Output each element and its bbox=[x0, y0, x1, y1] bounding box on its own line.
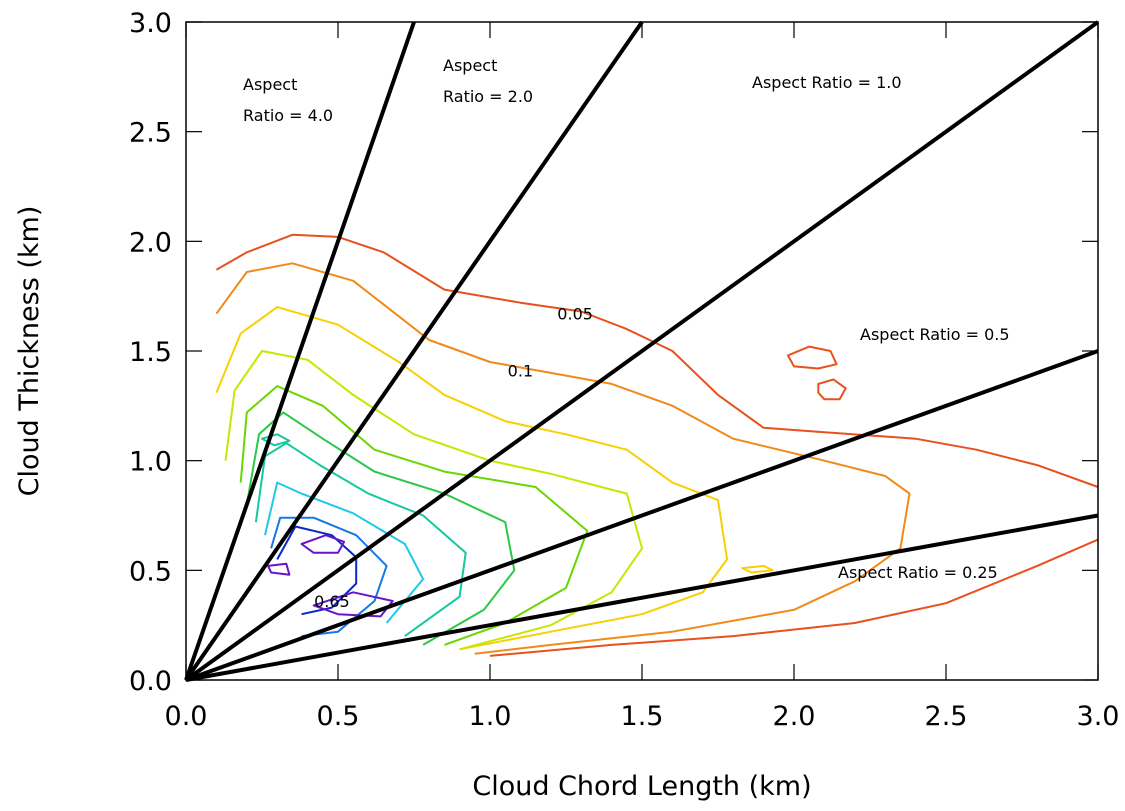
x-tick-label: 3.0 bbox=[1077, 701, 1120, 732]
x-tick-label: 2.5 bbox=[925, 701, 968, 732]
x-axis-title: Cloud Chord Length (km) bbox=[472, 771, 811, 802]
y-tick-label: 0.5 bbox=[129, 556, 172, 587]
y-tick-label: 0.0 bbox=[129, 666, 172, 697]
x-tick-label: 2.0 bbox=[773, 701, 816, 732]
aspect-ratio-label-0-0: Aspect bbox=[243, 75, 297, 94]
aspect-ratio-line-0 bbox=[184, 21, 416, 681]
aspect-ratio-line-4 bbox=[185, 513, 1099, 682]
contour-line-7 bbox=[239, 385, 589, 646]
contour-line-5 bbox=[215, 306, 729, 651]
contour-label: 0.05 bbox=[557, 305, 593, 324]
aspect-ratio-line-1 bbox=[184, 20, 644, 682]
y-axis-title: Cloud Thickness (km) bbox=[14, 206, 45, 497]
aspect-ratio-label-1-0: Aspect bbox=[443, 56, 497, 75]
contour-line-10 bbox=[264, 481, 425, 624]
aspect-ratio-line-2 bbox=[184, 20, 1100, 682]
aspect-ratio-label-3-0: Aspect Ratio = 0.5 bbox=[860, 325, 1010, 344]
contour-line-14 bbox=[267, 562, 291, 576]
x-tick-label: 1.0 bbox=[469, 701, 512, 732]
aspect-ratio-labels: Aspect Ratio = 4.0 Aspect Ratio = 2.0 Aspect… bbox=[243, 56, 1010, 582]
aspect-ratio-label-0-1: Ratio = 4.0 bbox=[243, 106, 333, 125]
x-tick-label: 0.0 bbox=[165, 701, 208, 732]
contour-line-0 bbox=[215, 233, 1099, 488]
contour-label: 0.65 bbox=[314, 592, 350, 611]
contour-line-13 bbox=[300, 534, 346, 554]
contour-line-1 bbox=[489, 538, 1099, 657]
y-tick-label: 1.5 bbox=[129, 337, 172, 368]
contour-line-11 bbox=[270, 516, 388, 638]
aspect-ratio-label-1-1: Ratio = 2.0 bbox=[443, 87, 533, 106]
aspect-ratio-label-4-0: Aspect Ratio = 0.25 bbox=[838, 563, 998, 582]
x-tick-label: 1.5 bbox=[621, 701, 664, 732]
y-tick-label: 2.0 bbox=[129, 227, 172, 258]
contour-labels: 0.05 0.1 0.65 bbox=[314, 305, 593, 611]
contour-label: 0.1 bbox=[508, 362, 533, 381]
contour-line-4 bbox=[215, 262, 911, 655]
axis-ticks bbox=[185, 21, 1099, 681]
aspect-ratio-label-2-0: Aspect Ratio = 1.0 bbox=[752, 73, 902, 92]
contour-line-17 bbox=[741, 564, 774, 574]
y-tick-label: 3.0 bbox=[129, 8, 172, 39]
aspect-ratio-lines bbox=[184, 20, 1100, 682]
y-tick-labels: 0.0 0.5 1.0 1.5 2.0 2.5 3.0 bbox=[129, 8, 172, 697]
y-tick-label: 1.0 bbox=[129, 447, 172, 478]
contour-line-2 bbox=[786, 345, 838, 370]
contour-line-8 bbox=[245, 411, 516, 646]
x-tick-label: 0.5 bbox=[317, 701, 360, 732]
y-tick-label: 2.5 bbox=[129, 118, 172, 149]
contour-line-3 bbox=[817, 378, 847, 401]
x-tick-labels: 0.0 0.5 1.0 1.5 2.0 2.5 3.0 bbox=[165, 701, 1120, 732]
aspect-ratio-line-3 bbox=[185, 349, 1099, 682]
